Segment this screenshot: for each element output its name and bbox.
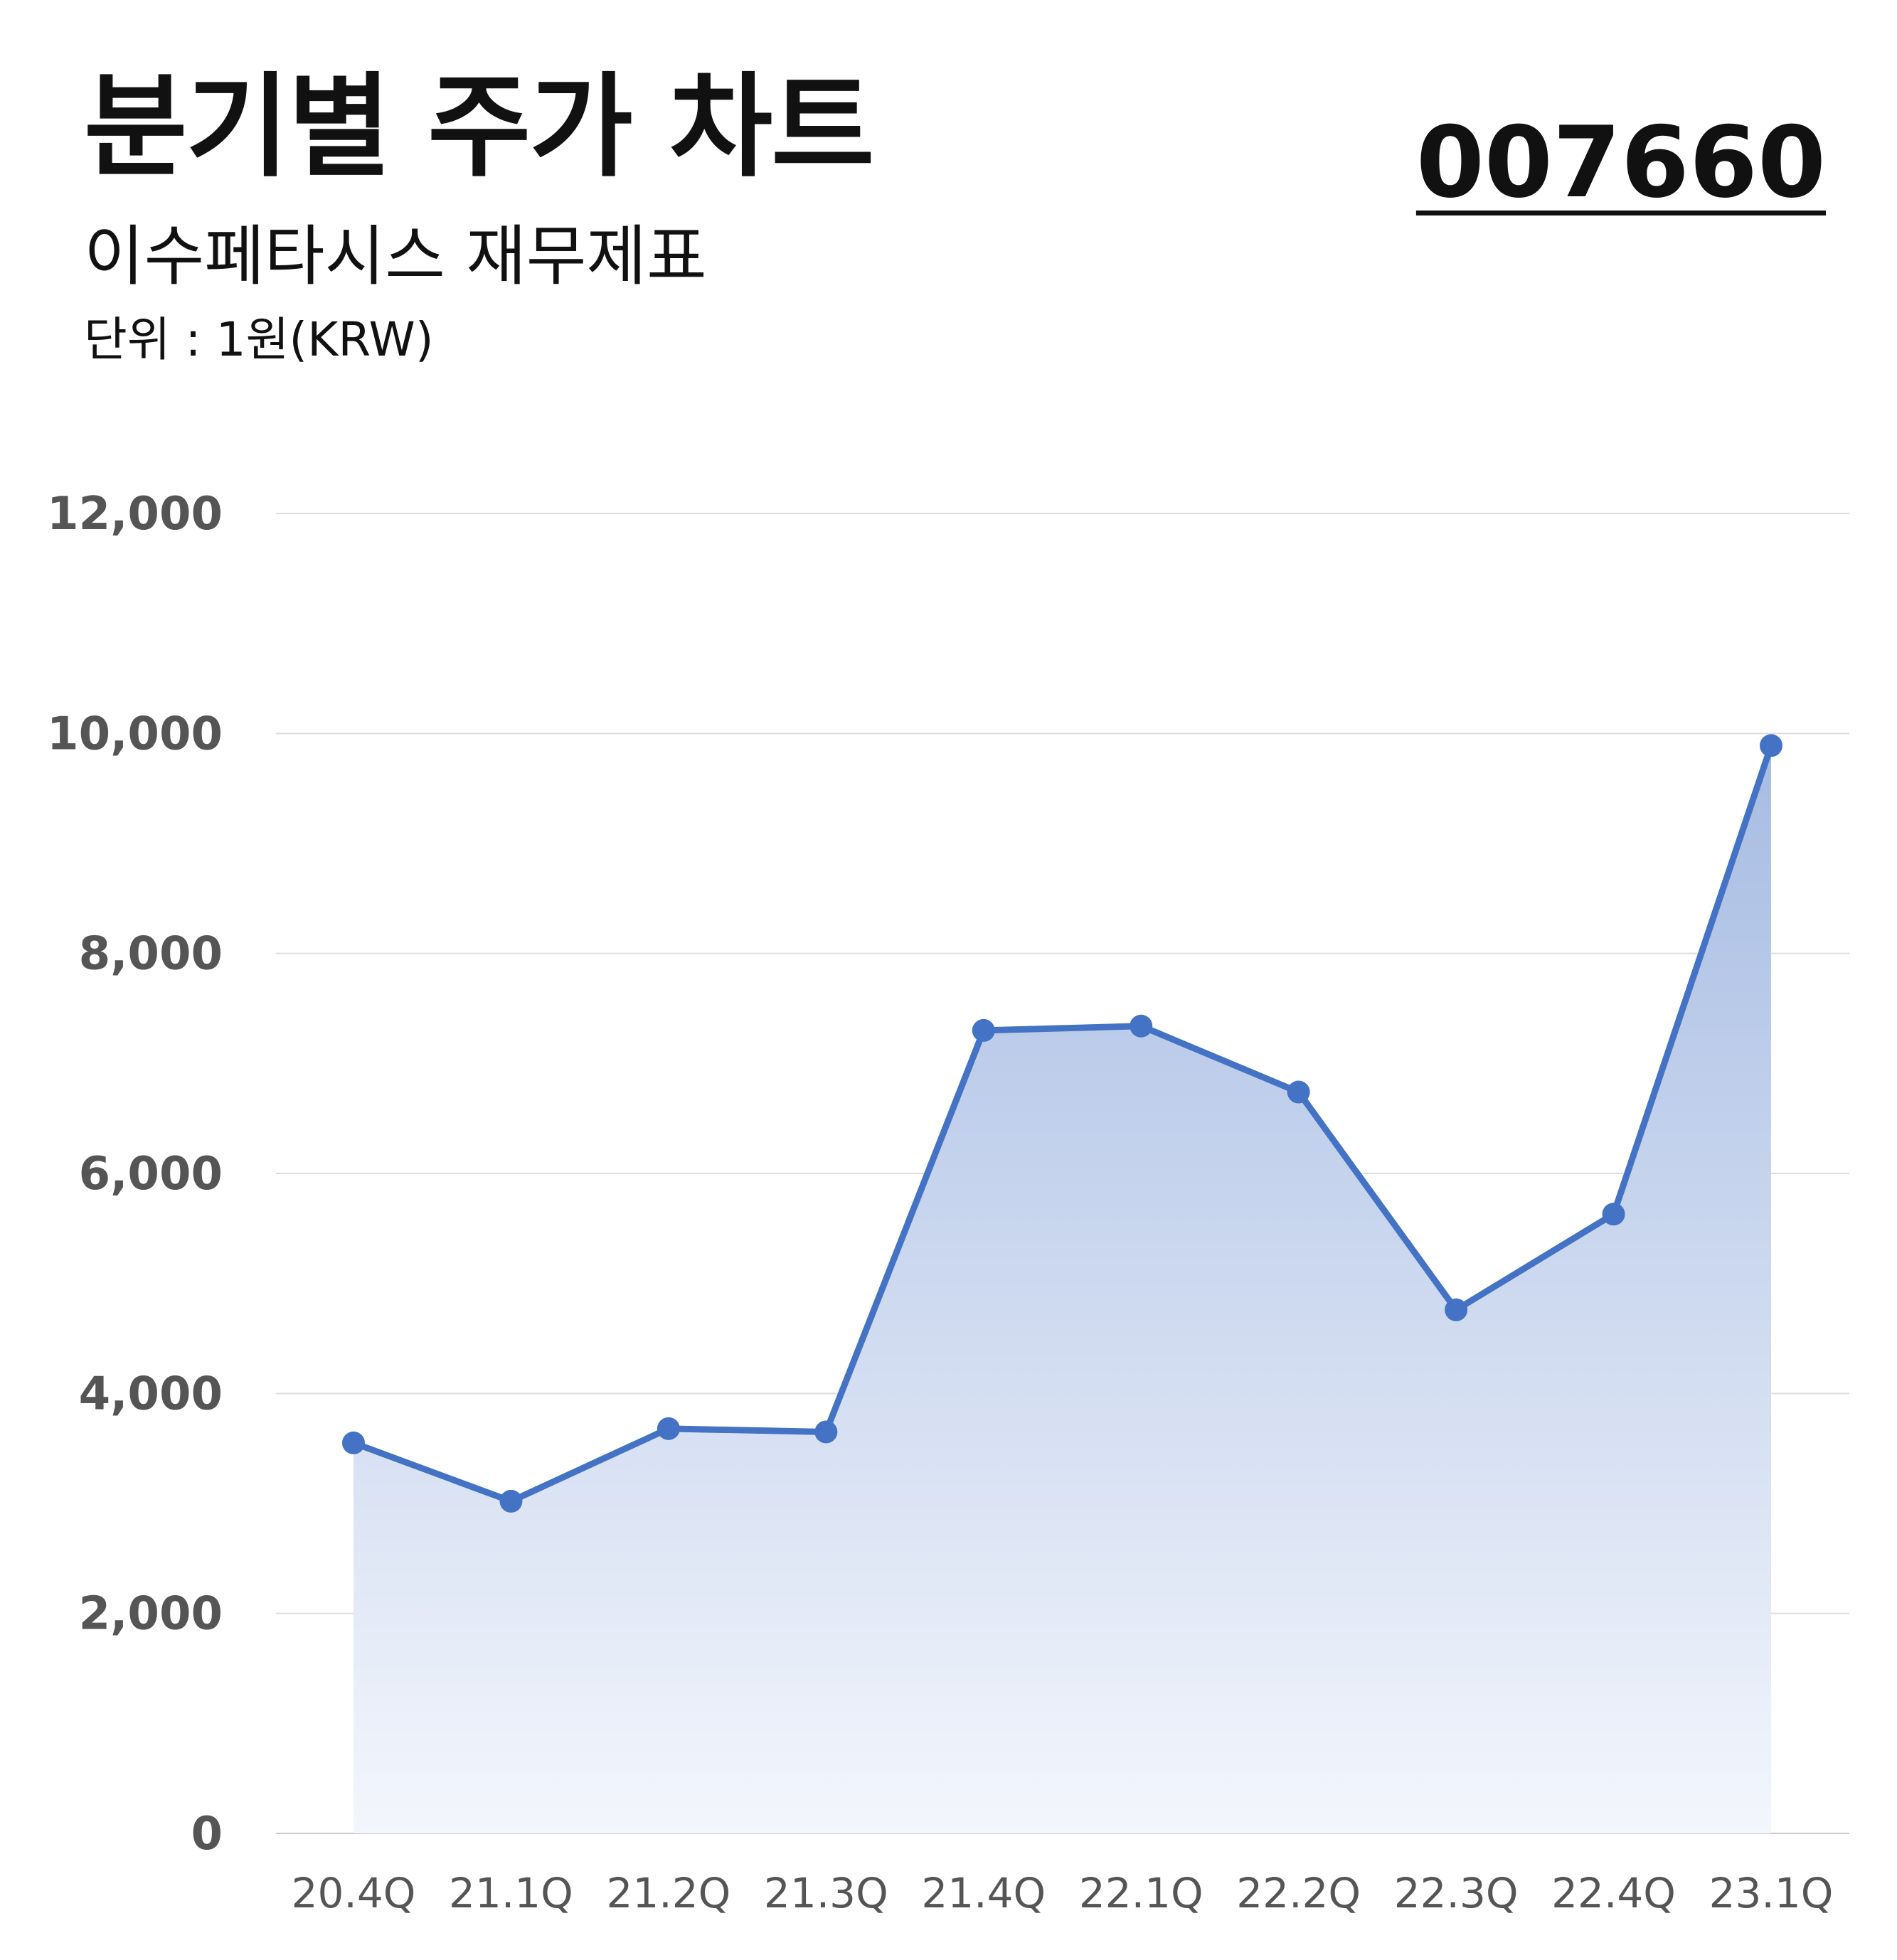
data-point [1602,1203,1625,1226]
y-tick-label: 8,000 [79,928,223,981]
chart-title: 분기별 주가 차트 [84,62,875,193]
y-axis-ticks: 0 2,000 4,000 6,000 8,000 10,000 12,000 [47,488,223,1860]
data-point [342,1431,365,1454]
x-tick-label: 22.4Q [1551,1869,1676,1917]
data-point [814,1420,838,1444]
data-point [1760,734,1782,757]
y-tick-label: 6,000 [79,1148,223,1200]
data-point [657,1417,680,1440]
data-point [499,1489,523,1513]
x-tick-label: 21.2Q [606,1869,730,1917]
y-tick-label: 12,000 [47,488,223,540]
data-point [1445,1298,1468,1321]
x-tick-label: 20.4Q [292,1869,416,1917]
data-point [1287,1080,1310,1104]
y-tick-label: 10,000 [47,708,223,760]
x-tick-label: 22.2Q [1236,1869,1361,1917]
x-tick-label: 22.3Q [1394,1869,1519,1917]
area-fill [354,745,1771,1833]
chart-subtitle: 이수페타시스 재무제표 [84,218,707,294]
stock-code: 007660 [1415,105,1826,220]
x-tick-label: 21.4Q [921,1869,1046,1917]
x-tick-label: 21.3Q [764,1869,888,1917]
data-points [342,734,1782,1513]
x-tick-label: 23.1Q [1709,1869,1834,1917]
y-tick-label: 4,000 [79,1368,223,1420]
unit-label: 단위 : 1원(KRW) [84,312,434,367]
series-line [350,742,1775,1505]
x-tick-label: 22.1Q [1079,1869,1203,1917]
data-point [1130,1014,1153,1038]
x-axis-ticks: 20.4Q 21.1Q 21.2Q 21.3Q 21.4Q 22.1Q 22.2Q 22.3Q… [292,1869,1834,1917]
y-tick-label: 0 [191,1808,223,1860]
x-tick-label: 21.1Q [449,1869,573,1917]
data-point [972,1018,995,1042]
y-tick-label: 2,000 [79,1588,223,1641]
